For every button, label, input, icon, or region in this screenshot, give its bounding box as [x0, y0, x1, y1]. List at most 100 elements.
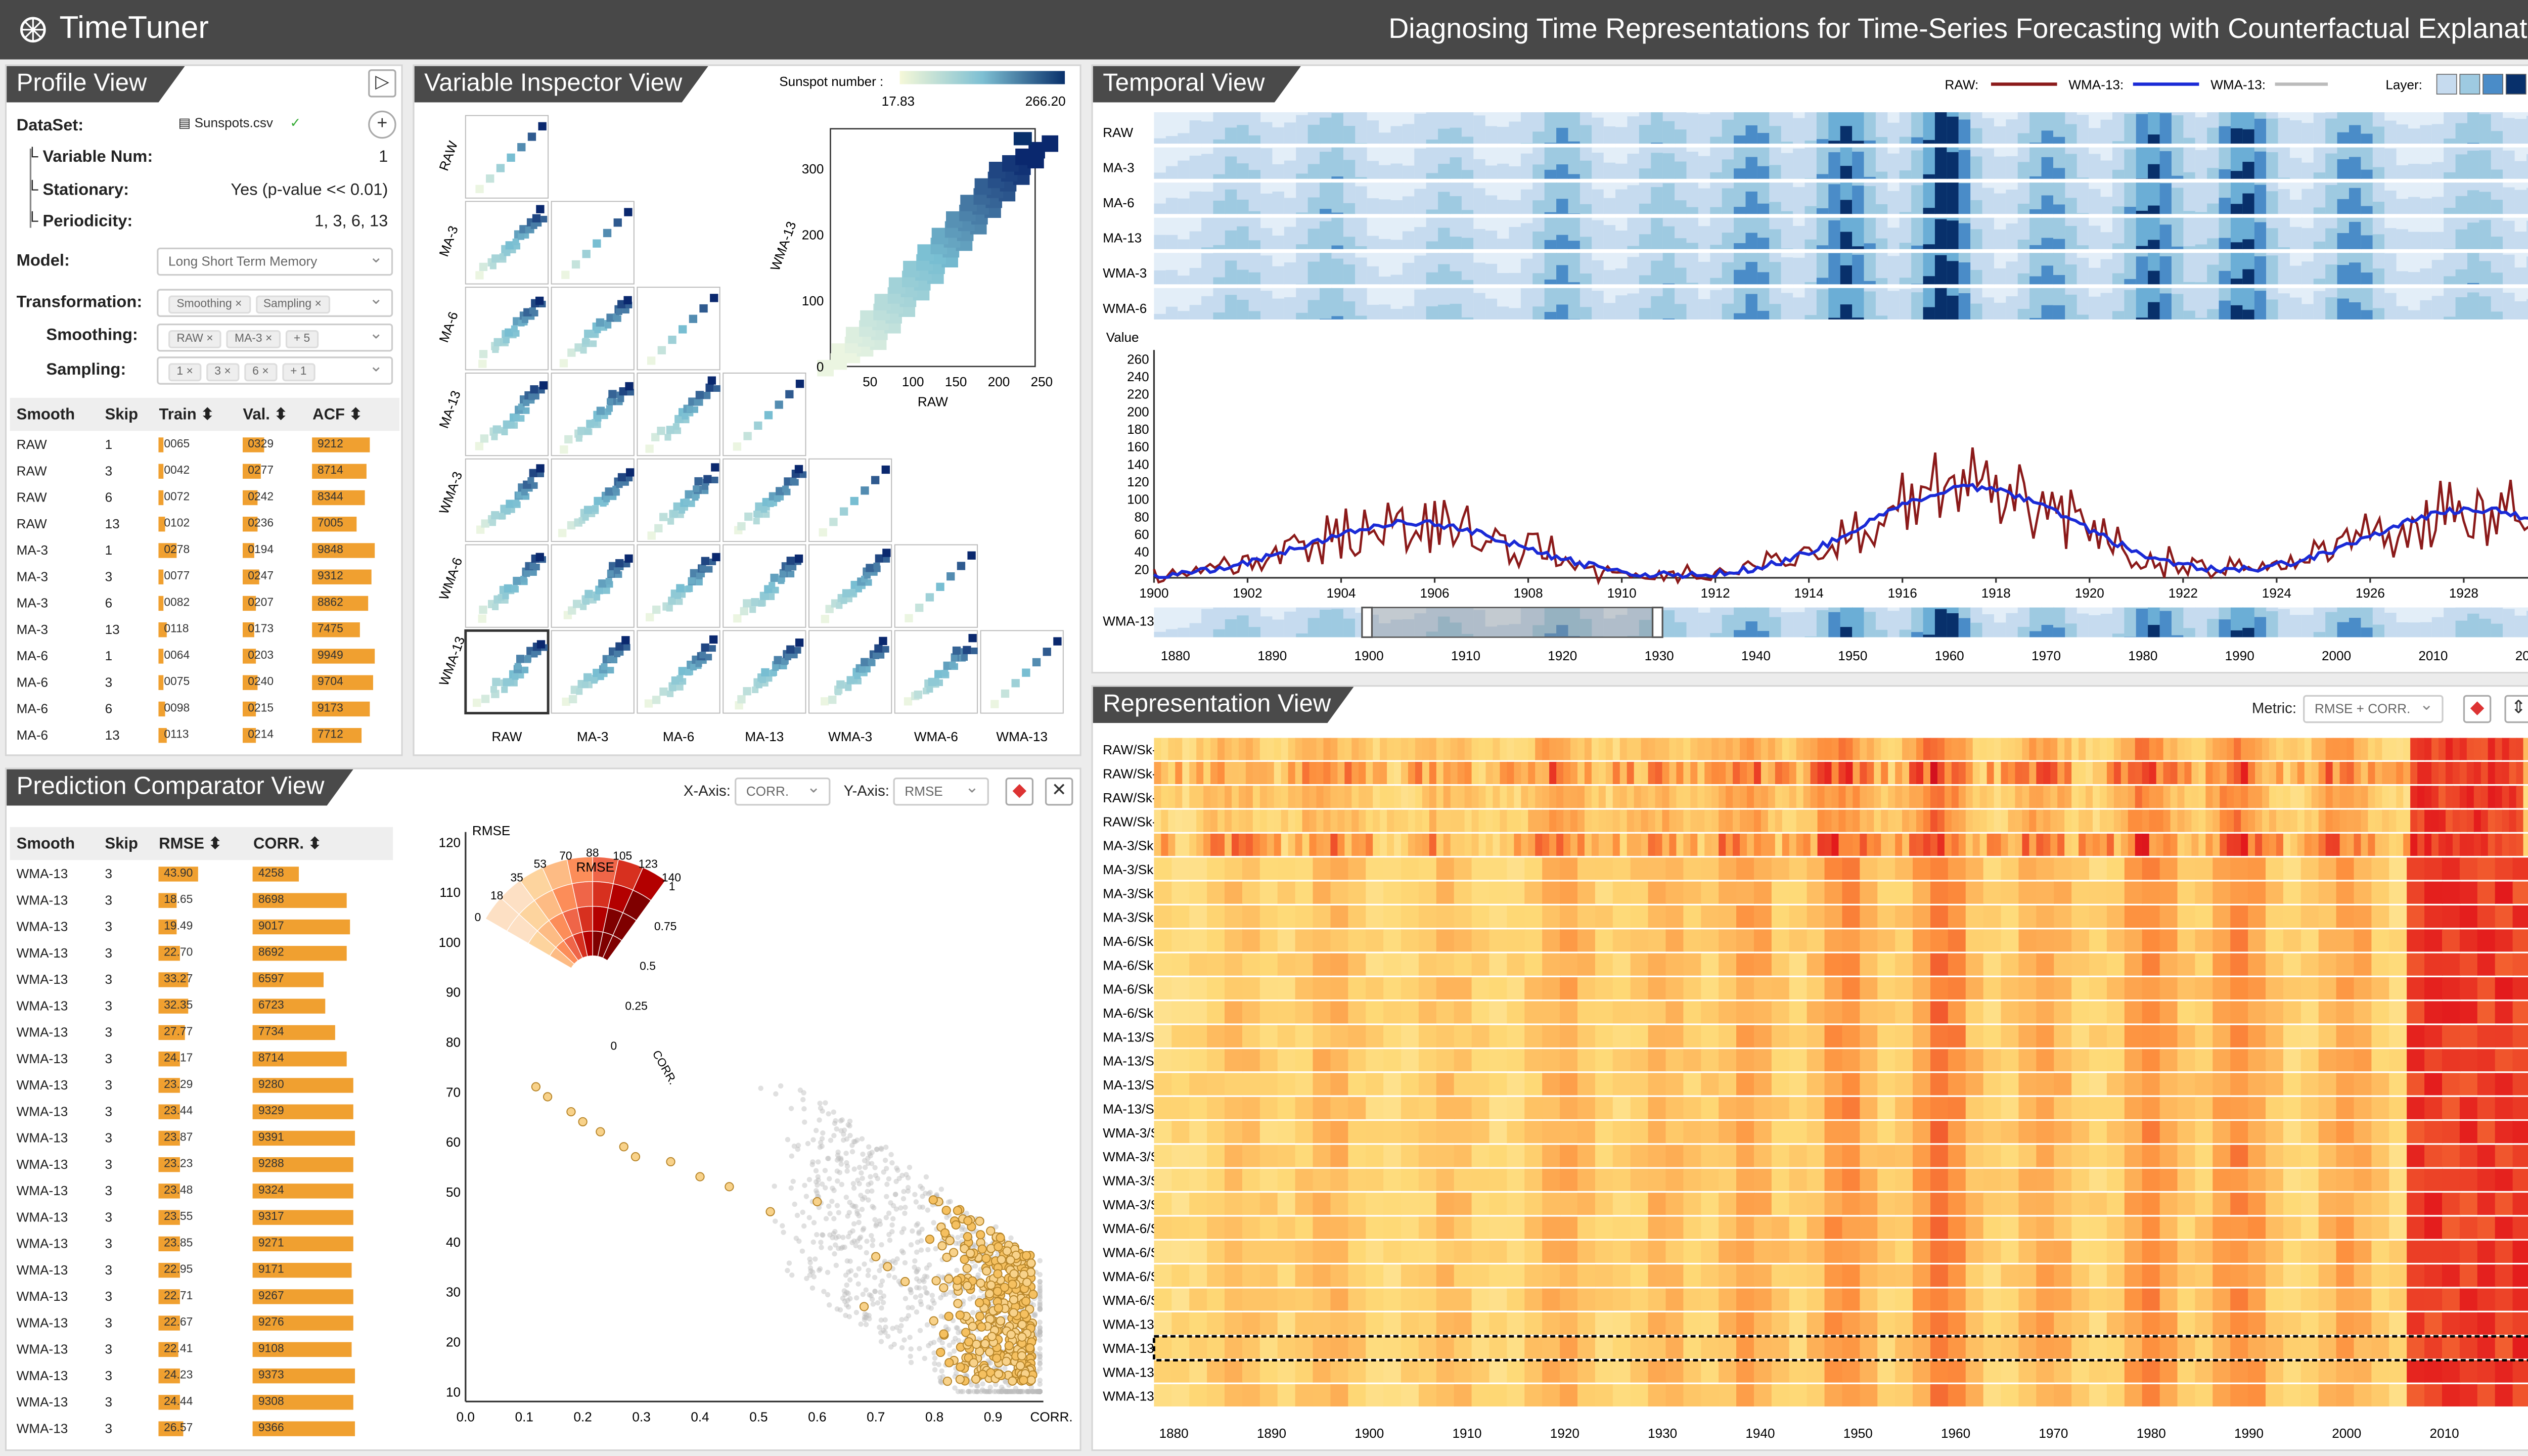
heatmap-cell — [2407, 1168, 2426, 1191]
horizon-band — [1592, 152, 1605, 179]
model-select[interactable]: Long Short Term Memory — [157, 247, 393, 276]
horizon-band — [1485, 126, 1498, 144]
heatmap-cell — [2057, 761, 2066, 785]
column-header[interactable]: Train ⬍ — [152, 397, 237, 431]
table-row[interactable]: RAW 1 0065 0329 9212 — [10, 431, 400, 457]
heatmap-cell — [1591, 833, 1600, 856]
table-row[interactable]: MA-3 1 0278 0194 9848 — [10, 536, 400, 563]
heatmap-cell — [1225, 1073, 1243, 1096]
horizon-band — [1911, 150, 1924, 179]
chip-tag[interactable]: RAW × — [168, 330, 221, 348]
heatmap-cell — [1683, 738, 1692, 760]
heatmap-cell — [1161, 833, 1169, 856]
palette-button[interactable]: ◆ — [2463, 695, 2492, 723]
horizon-band — [1320, 288, 1333, 320]
heatmap-cell — [1983, 1097, 2002, 1119]
horizon-band — [2089, 154, 2102, 179]
chip-tag[interactable]: 3 × — [206, 363, 240, 382]
table-row[interactable]: MA-3 3 0077 0247 9312 — [10, 563, 400, 589]
heatmap-cell — [1877, 929, 1897, 952]
chip-tag[interactable]: Sampling × — [255, 295, 330, 314]
horizon-band — [1461, 170, 1474, 179]
heatmap-cell — [1238, 761, 1247, 785]
add-dataset-button[interactable]: + — [368, 110, 396, 139]
play-button[interactable]: ▷ — [368, 69, 396, 98]
horizon-band — [1864, 243, 1877, 249]
column-header[interactable]: Skip — [98, 397, 153, 431]
heatmap-cell — [1171, 1073, 1191, 1096]
heatmap-cell — [1753, 1121, 1773, 1144]
horizon-band — [2207, 309, 2220, 320]
heatmap-cell — [1944, 761, 1953, 785]
horizon-band — [1828, 288, 1841, 320]
matrix-point — [475, 271, 484, 280]
horizon-band — [2017, 626, 2030, 638]
heatmap-cell — [2512, 1073, 2528, 1096]
horizon-band — [1544, 279, 1557, 285]
horizon-band — [1307, 300, 1321, 320]
heatmap-cell — [1789, 905, 1808, 928]
chip-tag[interactable]: Smoothing × — [168, 295, 250, 314]
heatmap-cell — [1210, 809, 1219, 832]
horizon-band — [2112, 141, 2125, 144]
column-header[interactable]: ACF ⬍ — [306, 397, 400, 431]
heatmap-cell — [2290, 833, 2298, 856]
heatmap-cell — [2163, 738, 2172, 760]
heatmap-cell — [2142, 977, 2161, 1000]
heatmap-cell — [1771, 953, 1790, 976]
heatmap-cell — [1471, 1168, 1491, 1191]
matrix-point — [583, 598, 590, 605]
heatmap-cell — [1450, 809, 1459, 832]
table-row[interactable]: MA-6 6 0098 0215 9173 — [10, 695, 400, 721]
chip-tag[interactable]: 1 × — [168, 363, 202, 382]
app-name: TimeTuner — [59, 11, 209, 47]
chip-tag[interactable]: + 1 — [282, 363, 315, 382]
heatmap-cell — [2064, 761, 2073, 785]
heatmap-cell — [2477, 953, 2496, 976]
horizon-band — [2100, 232, 2113, 249]
horizon-band — [1816, 278, 1829, 285]
table-row[interactable]: MA-3 13 0118 0173 7475 — [10, 616, 400, 642]
sampling-select[interactable]: 1 × 3 × 6 × + 1 — [157, 356, 393, 385]
matrix-point — [845, 684, 852, 691]
column-header[interactable]: Val. ⬍ — [236, 397, 306, 431]
heatmap-cell — [1810, 833, 1819, 856]
column-header[interactable]: Smooth — [10, 397, 99, 431]
table-row[interactable]: RAW 3 0042 0277 8714 — [10, 457, 400, 483]
table-row[interactable]: MA-6 13 0113 0214 7712 — [10, 721, 400, 748]
table-row[interactable]: RAW 13 0102 0236 7005 — [10, 510, 400, 536]
heatmap-cell — [1330, 833, 1339, 856]
sort-button[interactable]: ⇕ — [2504, 695, 2528, 723]
chip-tag[interactable]: 6 × — [244, 363, 277, 382]
heatmap-cell — [2191, 786, 2200, 808]
horizon-band — [1686, 113, 1699, 144]
table-row[interactable]: MA-3 6 0082 0207 8862 — [10, 589, 400, 616]
horizon-band — [2207, 168, 2220, 179]
heatmap-cell — [2371, 1145, 2390, 1167]
heatmap-cell — [2093, 833, 2101, 856]
heatmap-cell — [1612, 1073, 1632, 1096]
smoothing-select[interactable]: RAW × MA-3 × + 5 — [157, 323, 393, 352]
matrix-point — [522, 666, 529, 673]
horizon-band — [2479, 220, 2492, 249]
heatmap-cell — [1207, 1168, 1226, 1191]
heatmap-cell — [1598, 738, 1607, 760]
heatmap-cell — [2442, 857, 2461, 880]
heatmap-cell — [1796, 809, 1804, 832]
chip-tag[interactable]: MA-3 × — [226, 330, 281, 348]
heatmap-cell — [1521, 738, 1529, 760]
table-row[interactable]: MA-6 3 0075 0240 9704 — [10, 668, 400, 695]
heatmap-cell — [1979, 738, 1988, 760]
heatmap-cell — [1259, 1193, 1279, 1215]
chip-tag[interactable]: + 5 — [285, 330, 319, 348]
heatmap-cell — [2371, 1240, 2390, 1263]
transformation-select[interactable]: Smoothing × Sampling × — [157, 289, 393, 317]
horizon-band — [1307, 124, 1321, 144]
heatmap-cell — [1189, 761, 1198, 785]
heatmap-cell — [2495, 977, 2514, 1000]
table-row[interactable]: MA-6 1 0064 0203 9949 — [10, 642, 400, 668]
dataset-file[interactable]: ▤ Sunspots.csv ✓ — [178, 115, 301, 130]
horizon-band — [2017, 203, 2030, 214]
table-row[interactable]: RAW 6 0072 0242 8344 — [10, 484, 400, 510]
metric-select[interactable]: RMSE + CORR. — [2303, 695, 2444, 723]
